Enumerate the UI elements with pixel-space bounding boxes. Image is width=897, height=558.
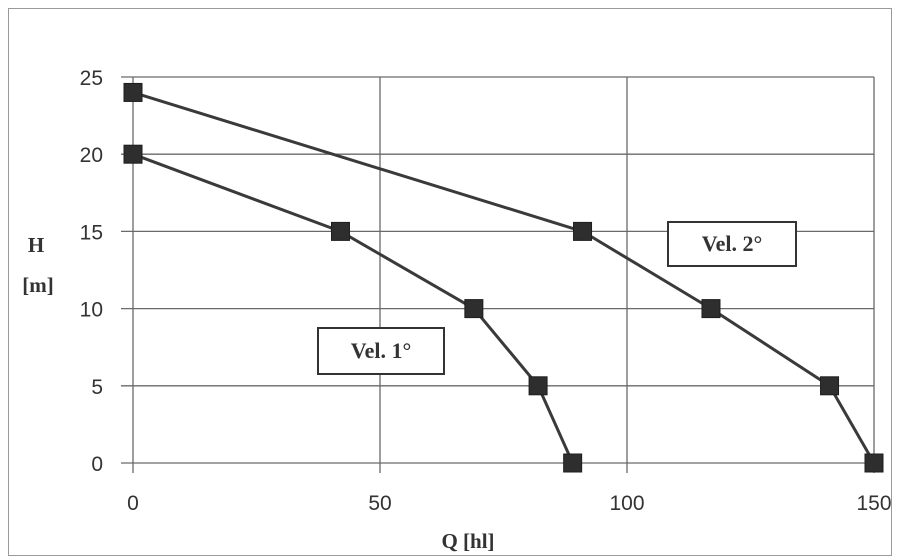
data-point-marker [528, 376, 548, 396]
x-ticks: 0 50 100 150 [127, 492, 891, 515]
series-1 [123, 144, 583, 473]
data-point-marker [563, 453, 583, 473]
x-tick-label: 150 [856, 492, 891, 515]
data-point-marker [123, 144, 143, 164]
series-layer [123, 82, 884, 473]
x-tick-label: 50 [368, 492, 391, 515]
annotation-vel-2-text: Vel. 2° [702, 231, 763, 256]
data-point-marker [864, 453, 884, 473]
series-line [132, 91, 876, 464]
annotation-vel-1-box [317, 327, 445, 375]
data-point-marker [701, 299, 721, 319]
y-axis-title-line2: [m] [22, 273, 53, 297]
x-tick-label: 0 [127, 492, 139, 515]
annotation-vel-1: Vel. 1° [317, 327, 445, 375]
y-tick-label: 20 [80, 144, 103, 167]
annotation-vel-2: Vel. 2° [667, 221, 797, 267]
data-point-marker [573, 221, 593, 241]
y-ticks: 0 5 10 15 20 25 [80, 67, 103, 476]
y-tick-label: 10 [80, 299, 103, 322]
y-axis-title-line1: H [28, 233, 44, 257]
data-point-marker [123, 82, 143, 102]
series-2 [123, 82, 884, 473]
y-tick-label: 0 [91, 453, 103, 476]
y-tick-label: 25 [80, 67, 103, 90]
annotation-vel-2-box [667, 221, 797, 267]
data-point-marker [464, 299, 484, 319]
data-point-marker [820, 376, 840, 396]
y-tick-label: 5 [91, 376, 103, 399]
x-axis-title: Q [hl] [441, 529, 494, 553]
data-point-marker [330, 221, 350, 241]
x-tick-label: 100 [609, 492, 644, 515]
annotation-vel-1-text: Vel. 1° [351, 338, 412, 363]
y-tick-label: 15 [80, 221, 103, 244]
grid [121, 76, 875, 473]
